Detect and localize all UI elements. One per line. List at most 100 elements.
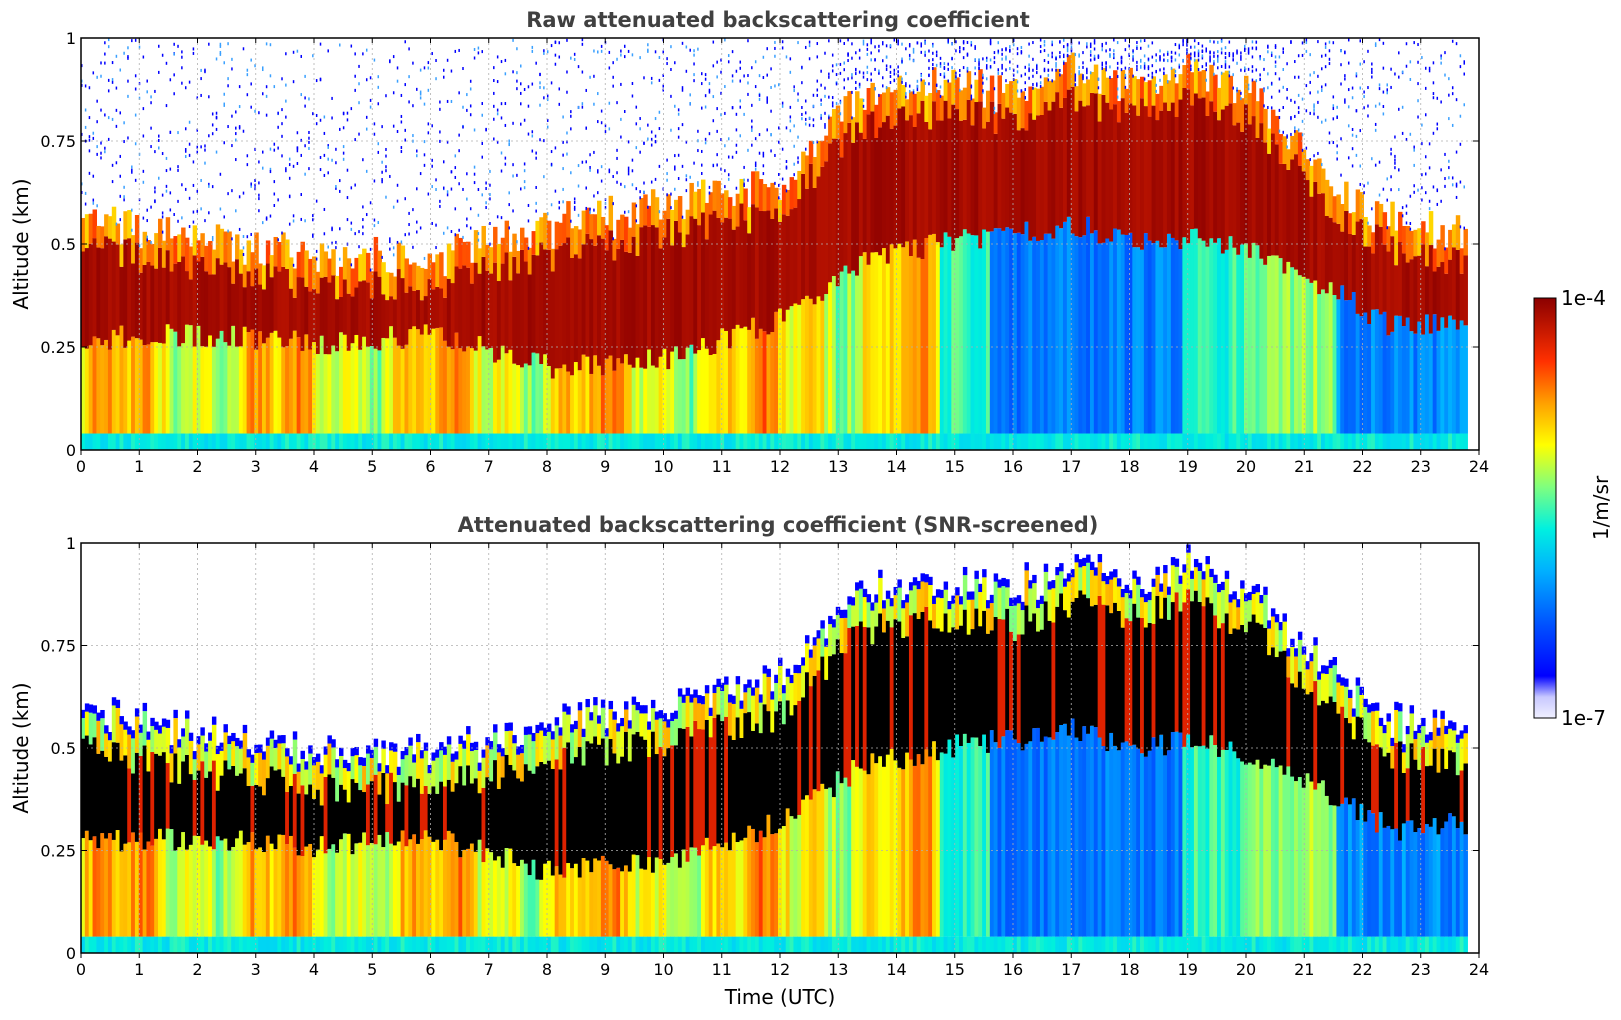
heatmap-cell (762, 151, 765, 155)
heatmap-cell (774, 46, 776, 50)
heatmap-cell (462, 125, 464, 129)
heatmap-cell (751, 204, 756, 318)
heatmap-cell (1012, 739, 1018, 937)
heatmap-cell (211, 132, 214, 136)
heatmap-cell (231, 189, 233, 193)
heatmap-cell (1059, 40, 1061, 44)
heatmap-cell (161, 211, 164, 215)
heatmap-cell (462, 748, 467, 786)
heatmap-cell (489, 222, 491, 226)
heatmap-cell (635, 187, 638, 191)
heatmap-cell (1182, 43, 1184, 47)
heatmap-cell (416, 154, 418, 158)
heatmap-cell (912, 93, 918, 127)
heatmap-cell (258, 111, 260, 115)
heatmap-cell (1109, 433, 1114, 450)
heatmap-cell (119, 244, 124, 267)
heatmap-cell (889, 44, 892, 48)
heatmap-cell (188, 279, 194, 326)
heatmap-cell (1012, 433, 1018, 450)
heatmap-cell (1267, 86, 1269, 90)
heatmap-cell (1078, 100, 1083, 238)
heatmap-cell (1332, 222, 1338, 296)
heatmap-cell (158, 433, 163, 450)
heatmap-cell (404, 292, 409, 345)
heatmap-cell (1290, 135, 1295, 160)
heatmap-cell (1182, 38, 1184, 42)
heatmap-cell (1278, 108, 1281, 112)
heatmap-cell (1255, 79, 1258, 83)
heatmap-cell (419, 90, 422, 94)
heatmap-cell (851, 73, 853, 77)
heatmap-cell (539, 242, 544, 365)
heatmap-cell (258, 209, 260, 213)
heatmap-cell (862, 433, 868, 450)
heatmap-cell (866, 71, 869, 75)
heatmap-cell (1424, 433, 1430, 450)
heatmap-cell (897, 243, 902, 434)
heatmap-cell (643, 225, 648, 369)
heatmap-cell (231, 433, 236, 450)
heatmap-cell (516, 754, 521, 779)
heatmap-cell (238, 85, 241, 89)
heatmap-cell (423, 268, 429, 297)
heatmap-cell (974, 570, 979, 579)
heatmap-cell (935, 50, 938, 54)
heatmap-cell (188, 196, 191, 200)
heatmap-cell (227, 42, 229, 46)
heatmap-cell (1374, 122, 1377, 126)
heatmap-cell (593, 705, 598, 737)
heatmap-cell (758, 328, 764, 434)
heatmap-cell (955, 595, 960, 630)
heatmap-cell (323, 173, 326, 177)
heatmap-cell (1205, 115, 1210, 247)
heatmap-cell (281, 433, 286, 450)
heatmap-cell (970, 43, 973, 47)
heatmap-cell (727, 137, 730, 141)
heatmap-cell (312, 54, 314, 58)
heatmap-cell (1197, 49, 1200, 53)
heatmap-cell (96, 204, 98, 208)
heatmap-cell (970, 599, 976, 630)
heatmap-cell (531, 859, 537, 937)
heatmap-cell (993, 228, 999, 434)
heatmap-cell (1236, 51, 1238, 55)
heatmap-cell (100, 141, 102, 145)
heatmap-cell (1174, 58, 1177, 62)
heatmap-cell (893, 248, 899, 434)
heatmap-cell (943, 589, 949, 614)
heatmap-cell (1278, 163, 1284, 259)
heatmap-cell (727, 173, 730, 177)
heatmap-cell (1297, 275, 1303, 434)
heatmap-cell (1078, 237, 1083, 434)
heatmap-cell (138, 272, 144, 340)
heatmap-cell (1159, 247, 1164, 434)
heatmap-cell (265, 85, 268, 89)
heatmap-cell (577, 164, 580, 168)
heatmap-cell (677, 688, 683, 697)
heatmap-cell (165, 217, 171, 251)
heatmap-cell (1301, 276, 1307, 434)
heatmap-cell (847, 604, 852, 628)
heatmap-cell (485, 848, 490, 937)
heatmap-cell (419, 267, 425, 301)
heatmap-cell (527, 726, 533, 735)
heatmap-cell (450, 250, 456, 284)
heatmap-cell (312, 757, 317, 766)
heatmap-cell (1201, 97, 1207, 241)
heatmap-cell (1444, 177, 1446, 181)
heatmap-cell (308, 167, 310, 171)
heatmap-cell (123, 347, 128, 434)
heatmap-cell (308, 140, 310, 144)
heatmap-cell (612, 75, 614, 79)
heatmap-cell (335, 246, 337, 250)
heatmap-cell (323, 115, 326, 119)
heatmap-cell (866, 65, 869, 69)
heatmap-cell (358, 842, 363, 937)
heatmap-cell (762, 673, 768, 705)
heatmap-cell (828, 143, 833, 283)
heatmap-cell (288, 176, 291, 180)
heatmap-cell (593, 194, 595, 198)
heatmap-cell (828, 72, 830, 76)
